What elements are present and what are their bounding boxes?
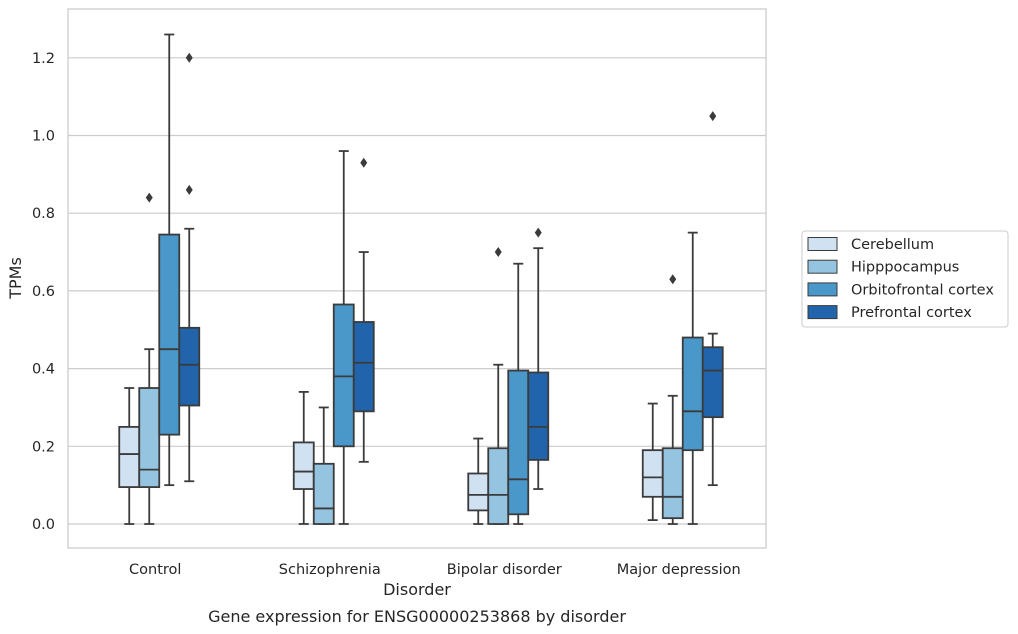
box [352, 321, 375, 413]
legend: Cerebellum Hipppocampus Orbitofrontal cort… [801, 230, 1009, 328]
y-tick-label: 1.0 [32, 129, 55, 145]
outlier-point [185, 184, 193, 195]
plot-frame [67, 8, 767, 549]
boxes [118, 33, 724, 525]
x-axis-ticks: Control Schizophrenia Bipolar disorder Majo… [129, 562, 741, 578]
outlier-point [185, 52, 193, 63]
chart-caption: Gene expression for ENSG00000253868 by d… [208, 607, 626, 626]
box-group [292, 391, 315, 525]
box-group [332, 150, 355, 525]
y-tick-label: 0.6 [32, 284, 55, 300]
box [178, 326, 201, 407]
box [138, 387, 161, 488]
box-group [158, 33, 181, 487]
box [507, 369, 530, 516]
x-axis-label: Disorder [383, 580, 451, 599]
box [292, 441, 315, 490]
box-group [467, 437, 490, 525]
box-group [178, 52, 201, 483]
box-group [661, 274, 684, 525]
outlier-point [534, 227, 542, 238]
legend-swatch [807, 305, 838, 320]
box-group [641, 402, 664, 522]
box-group [118, 387, 141, 525]
y-tick-label: 0.0 [32, 517, 55, 533]
y-tick-label: 0.8 [32, 206, 55, 222]
legend-label: Prefrontal cortex [851, 305, 972, 321]
box [681, 336, 704, 452]
box [661, 447, 684, 520]
x-tick-label: Major depression [617, 562, 741, 578]
box [312, 462, 335, 525]
legend-swatch [807, 282, 838, 297]
box [158, 233, 181, 436]
legend-swatch [807, 237, 838, 251]
outlier-point [709, 111, 717, 122]
box-group [352, 157, 375, 463]
legend-label: Orbitofrontal cortex [851, 282, 994, 298]
y-tick-label: 0.2 [32, 439, 55, 455]
box [701, 346, 724, 419]
box [641, 449, 664, 498]
box-group [701, 111, 724, 487]
legend-label: Hipppocampus [851, 260, 959, 276]
box [467, 472, 490, 512]
outlier-point [145, 192, 153, 203]
box [118, 425, 141, 488]
box [527, 371, 550, 461]
box-group [507, 262, 530, 525]
x-tick-label: Bipolar disorder [447, 562, 562, 578]
outlier-point [494, 247, 502, 258]
x-tick-label: Schizophrenia [279, 562, 381, 578]
y-tick-label: 1.2 [32, 51, 55, 67]
legend-label: Cerebellum [851, 237, 934, 253]
box-group [527, 227, 550, 490]
box-group [487, 247, 510, 525]
outlier-point [669, 274, 677, 285]
box-group [681, 231, 704, 525]
outlier-point [360, 157, 368, 168]
y-axis-ticks: 0.0 0.2 0.4 0.6 0.8 1.0 1.2 [32, 51, 55, 533]
y-axis-label: TPMs [6, 257, 25, 300]
box-group [138, 192, 161, 525]
box [487, 447, 510, 525]
box [332, 303, 355, 448]
x-tick-label: Control [129, 562, 181, 578]
y-tick-label: 0.4 [32, 362, 55, 378]
box-group [312, 406, 335, 525]
legend-swatch [807, 259, 838, 274]
legend-frame [801, 230, 1009, 328]
